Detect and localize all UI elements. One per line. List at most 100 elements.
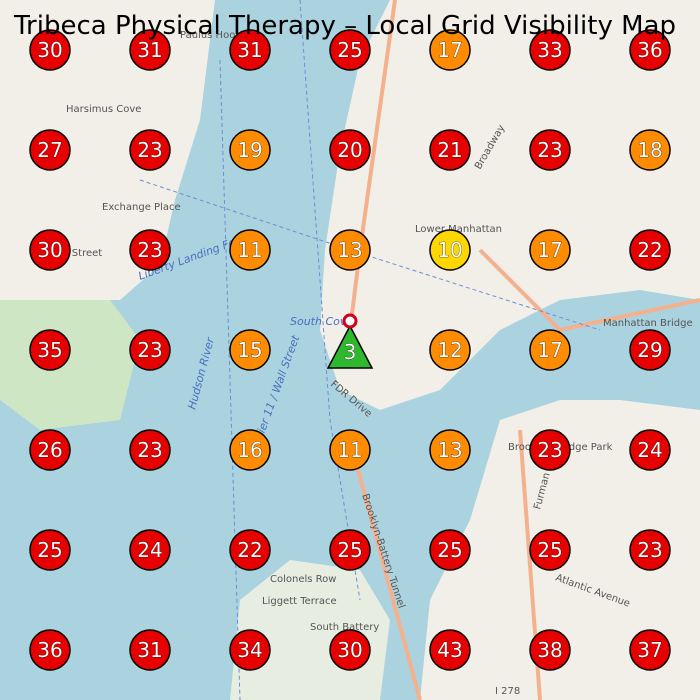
rank-label: 25 <box>437 538 462 562</box>
rank-circle <box>629 329 671 371</box>
business-pin <box>342 313 358 329</box>
rank-label: 30 <box>37 38 62 62</box>
map-label: Essex Street <box>40 248 102 259</box>
rank-circle <box>129 529 171 571</box>
rank-circle <box>429 229 471 271</box>
rank-circle <box>529 629 571 671</box>
rank-label: 12 <box>437 338 462 362</box>
rank-circle <box>29 629 71 671</box>
rank-circle <box>29 129 71 171</box>
rank-circle <box>129 29 171 71</box>
rank-circle <box>629 229 671 271</box>
rank-label: 31 <box>137 38 162 62</box>
rank-label: 15 <box>237 338 262 362</box>
rank-circle <box>329 529 371 571</box>
rank-circle <box>229 129 271 171</box>
rank-circle <box>529 529 571 571</box>
rank-circle <box>529 129 571 171</box>
map-label: Colonels Row <box>270 574 336 585</box>
rank-label: 36 <box>37 638 62 662</box>
rank-label: 19 <box>237 138 262 162</box>
map-label: Lower Manhattan <box>415 224 502 235</box>
rank-label: 11 <box>237 238 262 262</box>
rank-label: 23 <box>137 438 162 462</box>
rank-label: 23 <box>137 338 162 362</box>
rank-circle <box>629 529 671 571</box>
rank-circle <box>229 629 271 671</box>
rank-circle <box>529 29 571 71</box>
rank-label: 23 <box>637 538 662 562</box>
map-label: I 278 <box>495 686 520 697</box>
title: Tribeca Physical Therapy – Local Grid Vi… <box>13 11 676 41</box>
rank-label: 23 <box>137 238 162 262</box>
rank-circle <box>129 129 171 171</box>
rank-label: 10 <box>437 238 462 262</box>
rank-circle <box>629 129 671 171</box>
rank-label: 25 <box>337 538 362 562</box>
rank-label: 34 <box>237 638 262 662</box>
grid-markers: 30 31 31 25 17 33 36 27 23 19 20 21 23 18 30 23 11 13 10 17… <box>29 29 671 671</box>
rank-circle <box>229 429 271 471</box>
liberty-park <box>0 300 140 430</box>
rank-label: 26 <box>37 438 62 462</box>
rank-label: 3 <box>344 340 357 364</box>
rank-circle <box>429 629 471 671</box>
map-label: Manhattan Bridge <box>603 318 693 329</box>
rank-circle <box>29 229 71 271</box>
map-label: South Battery <box>310 622 379 633</box>
rank-circle <box>229 529 271 571</box>
rank-circle <box>329 229 371 271</box>
rank-label: 30 <box>37 238 62 262</box>
rank-label: 29 <box>637 338 662 362</box>
manhattan <box>320 0 700 410</box>
rank-circle <box>29 329 71 371</box>
rank-label: 43 <box>437 638 462 662</box>
rank-label: 25 <box>37 538 62 562</box>
rank-label: 31 <box>237 38 262 62</box>
rank-label: 13 <box>337 238 362 262</box>
rank-circle <box>629 429 671 471</box>
rank-circle <box>529 229 571 271</box>
jersey-city <box>0 0 215 300</box>
rank-circle <box>429 429 471 471</box>
rank-circle <box>429 129 471 171</box>
rank-circle <box>29 29 71 71</box>
rank-label: 18 <box>637 138 662 162</box>
rank-label: 20 <box>337 138 362 162</box>
rank-circle <box>329 129 371 171</box>
rank-label: 27 <box>37 138 62 162</box>
rank-circle <box>229 29 271 71</box>
map-label: Liggett Terrace <box>262 596 337 607</box>
rank-circle <box>629 629 671 671</box>
rank-label: 24 <box>637 438 662 462</box>
rank-label: 23 <box>137 138 162 162</box>
rank-label: 23 <box>537 438 562 462</box>
map-label: South Cove <box>290 315 353 328</box>
rank-circle <box>429 329 471 371</box>
rank-label: 38 <box>537 638 562 662</box>
pin <box>342 313 358 329</box>
map-label: Harsimus Cove <box>66 104 141 115</box>
rank-label: 36 <box>637 38 662 62</box>
rank-circle <box>129 229 171 271</box>
rank-label: 17 <box>437 38 462 62</box>
rank-label: 37 <box>637 638 662 662</box>
map-label: Paulus Hook <box>180 30 241 41</box>
rank-label: 17 <box>537 338 562 362</box>
rank-label: 22 <box>637 238 662 262</box>
rank-label: 17 <box>537 238 562 262</box>
rank-circle <box>629 29 671 71</box>
map-label: Exchange Place <box>102 202 181 213</box>
rank-label: 31 <box>137 638 162 662</box>
rank-circle <box>529 329 571 371</box>
rank-label: 13 <box>437 438 462 462</box>
rank-label: 11 <box>337 438 362 462</box>
rank-circle <box>29 429 71 471</box>
rank-circle <box>529 429 571 471</box>
rank-label: 23 <box>537 138 562 162</box>
rank-circle <box>429 529 471 571</box>
rank-circle <box>29 529 71 571</box>
rank-label: 22 <box>237 538 262 562</box>
rank-circle <box>229 229 271 271</box>
rank-circle <box>329 29 371 71</box>
